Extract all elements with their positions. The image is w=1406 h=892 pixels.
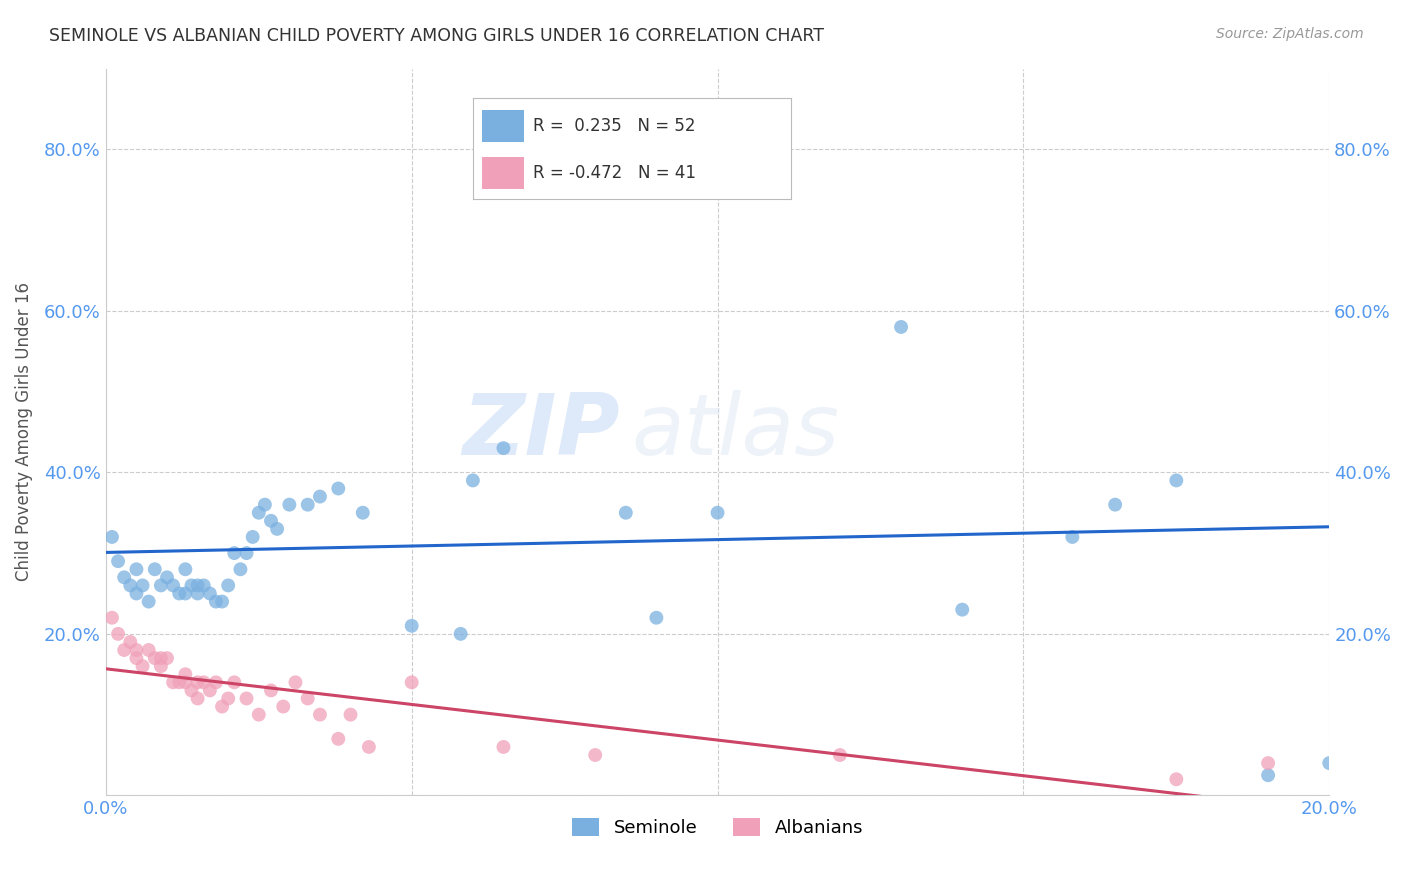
Point [278, 498, 301, 512]
Point [205, 594, 228, 608]
Point [1166, 474, 1188, 488]
Point [828, 747, 851, 762]
Point [224, 675, 246, 690]
Point [180, 683, 202, 698]
Text: Source: ZipAtlas.com: Source: ZipAtlas.com [1216, 27, 1364, 41]
Point [224, 546, 246, 560]
Point [1317, 756, 1340, 770]
Point [450, 627, 472, 641]
Point [1062, 530, 1084, 544]
Point [645, 611, 668, 625]
Point [149, 659, 172, 673]
Point [583, 747, 606, 762]
Point [890, 320, 912, 334]
Point [162, 675, 184, 690]
Point [107, 554, 129, 568]
Point [125, 586, 148, 600]
Point [266, 522, 288, 536]
Point [187, 586, 209, 600]
Point [1166, 772, 1188, 787]
Point [187, 578, 209, 592]
Y-axis label: Child Poverty Among Girls Under 16: Child Poverty Among Girls Under 16 [15, 283, 32, 582]
Point [193, 578, 215, 592]
Point [112, 570, 135, 584]
Point [138, 594, 160, 608]
Point [242, 530, 264, 544]
Point [193, 675, 215, 690]
Point [229, 562, 252, 576]
Point [260, 514, 283, 528]
Point [706, 506, 728, 520]
Point [125, 643, 148, 657]
Point [235, 691, 257, 706]
Point [328, 482, 350, 496]
Point [174, 562, 197, 576]
Point [309, 490, 332, 504]
Point [950, 602, 973, 616]
Point [271, 699, 294, 714]
Point [328, 731, 350, 746]
Point [101, 611, 124, 625]
Point [149, 651, 172, 665]
Point [131, 578, 153, 592]
Point [174, 675, 197, 690]
Point [492, 739, 515, 754]
Point [211, 699, 233, 714]
Point [235, 546, 257, 560]
Point [131, 659, 153, 673]
Point [167, 675, 190, 690]
Point [357, 739, 380, 754]
Text: atlas: atlas [631, 391, 839, 474]
Point [309, 707, 332, 722]
Text: SEMINOLE VS ALBANIAN CHILD POVERTY AMONG GIRLS UNDER 16 CORRELATION CHART: SEMINOLE VS ALBANIAN CHILD POVERTY AMONG… [49, 27, 824, 45]
Point [101, 530, 124, 544]
Point [247, 506, 270, 520]
Point [217, 578, 239, 592]
Point [138, 643, 160, 657]
Point [205, 675, 228, 690]
Point [536, 183, 558, 197]
Point [614, 506, 637, 520]
Point [211, 594, 233, 608]
Point [461, 474, 484, 488]
Point [217, 691, 239, 706]
Point [1257, 756, 1279, 770]
Point [492, 441, 515, 455]
Point [174, 667, 197, 681]
Point [260, 683, 283, 698]
Point [339, 707, 361, 722]
Point [180, 578, 202, 592]
Point [401, 675, 423, 690]
Point [297, 691, 319, 706]
Point [120, 578, 142, 592]
Point [284, 675, 307, 690]
Point [297, 498, 319, 512]
Text: ZIP: ZIP [463, 391, 620, 474]
Point [352, 506, 374, 520]
Point [247, 707, 270, 722]
Point [401, 619, 423, 633]
Point [167, 586, 190, 600]
Point [125, 651, 148, 665]
Point [143, 562, 166, 576]
Point [198, 586, 221, 600]
Point [156, 651, 179, 665]
Point [107, 627, 129, 641]
Legend: Seminole, Albanians: Seminole, Albanians [565, 811, 870, 845]
Point [112, 643, 135, 657]
Point [1257, 768, 1279, 782]
Point [143, 651, 166, 665]
Point [253, 498, 276, 512]
Point [162, 578, 184, 592]
Point [149, 578, 172, 592]
Point [125, 562, 148, 576]
Point [187, 691, 209, 706]
Point [174, 586, 197, 600]
Point [198, 683, 221, 698]
Point [768, 183, 790, 197]
Point [187, 675, 209, 690]
Point [156, 570, 179, 584]
Point [120, 635, 142, 649]
Point [1104, 498, 1126, 512]
